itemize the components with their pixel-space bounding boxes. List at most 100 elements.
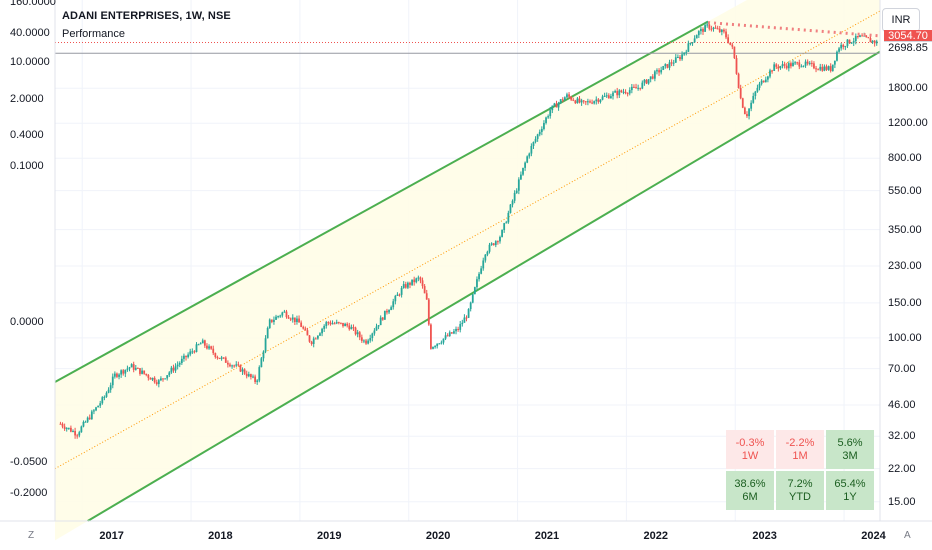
candle <box>513 190 516 204</box>
currency-badge[interactable]: INR <box>882 8 920 32</box>
candle <box>59 421 62 425</box>
candle <box>283 309 286 313</box>
candle <box>762 80 765 83</box>
channel-lower-line[interactable] <box>87 50 881 522</box>
indicator-label[interactable]: Performance <box>62 28 125 40</box>
candle <box>752 92 755 104</box>
candle <box>143 370 146 375</box>
candle <box>409 281 411 289</box>
candle <box>70 425 72 433</box>
candle <box>88 414 91 420</box>
candle <box>141 367 143 375</box>
candle <box>430 323 432 350</box>
candle <box>337 321 340 325</box>
candle <box>155 379 158 386</box>
candle <box>810 60 813 67</box>
candle <box>637 84 640 91</box>
performance-period: YTD <box>789 490 811 503</box>
candle <box>467 308 470 319</box>
performance-period: 3M <box>842 449 858 462</box>
performance-value: 38.6% <box>734 477 766 490</box>
last-price-tag: 3054.70 <box>884 30 932 43</box>
candle <box>635 83 637 89</box>
candle <box>729 42 732 46</box>
candle <box>316 335 319 340</box>
chart-title: ADANI ENTERPRISES, 1W, NSE <box>62 10 231 22</box>
candle <box>689 42 692 46</box>
candle <box>773 62 776 71</box>
candle <box>867 36 870 39</box>
candle <box>172 364 175 373</box>
candle <box>463 314 466 323</box>
candle <box>674 54 677 63</box>
candle <box>346 322 349 328</box>
candle <box>838 46 840 53</box>
candle <box>151 377 154 382</box>
candle <box>471 293 474 304</box>
candle <box>731 42 734 50</box>
candle <box>733 46 736 59</box>
candle <box>754 90 757 100</box>
auto-scale-icon[interactable]: A <box>904 530 911 541</box>
candle <box>515 188 518 194</box>
candle <box>425 289 428 300</box>
candle <box>643 79 646 86</box>
candle <box>844 45 847 51</box>
performance-value: -0.3% <box>735 436 765 449</box>
candle <box>509 204 512 214</box>
candle <box>90 409 93 420</box>
candle <box>597 98 600 104</box>
price-scale-label: 150.00 <box>888 296 922 309</box>
candle <box>434 345 436 349</box>
time-axis-label: 2021 <box>534 530 560 542</box>
candle <box>607 93 610 99</box>
candle <box>490 242 493 246</box>
candle <box>298 315 300 323</box>
left-scale-label: 40.0000 <box>10 27 50 39</box>
candle <box>304 326 307 331</box>
candle <box>134 364 137 371</box>
candle <box>798 59 801 70</box>
candle <box>480 265 483 275</box>
zoom-reset-icon[interactable]: Z <box>28 530 35 541</box>
channel-upper-line[interactable] <box>54 20 709 383</box>
candle <box>379 315 382 326</box>
time-axis-label: 2023 <box>752 530 777 542</box>
candle <box>243 368 246 375</box>
candle <box>528 152 531 159</box>
candle <box>563 96 566 101</box>
candle <box>639 87 642 91</box>
candle <box>865 35 868 38</box>
candle <box>670 59 673 67</box>
candle <box>653 70 656 82</box>
candle <box>750 100 753 112</box>
candle <box>817 68 820 71</box>
candle <box>400 285 403 298</box>
candle <box>582 100 585 104</box>
performance-value: 65.4% <box>834 477 866 490</box>
channel-mid-line[interactable] <box>54 10 881 470</box>
candle <box>710 25 713 32</box>
candle <box>785 63 788 70</box>
candle <box>704 23 707 32</box>
candle <box>312 336 315 348</box>
candle <box>633 84 635 88</box>
candle <box>687 40 690 52</box>
candle <box>170 365 173 374</box>
candle <box>356 329 359 338</box>
candle <box>277 315 280 319</box>
candle <box>720 29 723 36</box>
candle <box>203 339 206 348</box>
candle <box>576 96 579 104</box>
candle <box>423 284 426 294</box>
candle <box>492 242 495 246</box>
candle <box>63 423 66 431</box>
candle <box>237 361 240 367</box>
performance-cell-1w: -0.3% 1W <box>726 430 774 469</box>
candle <box>78 430 81 438</box>
candle <box>406 281 409 290</box>
candle <box>250 373 252 380</box>
candle <box>570 95 573 101</box>
performance-widget: -0.3% 1W -2.2% 1M 5.6% 3M 38.6% 6M 7.2% YTD 65.4% 1… <box>726 430 876 512</box>
